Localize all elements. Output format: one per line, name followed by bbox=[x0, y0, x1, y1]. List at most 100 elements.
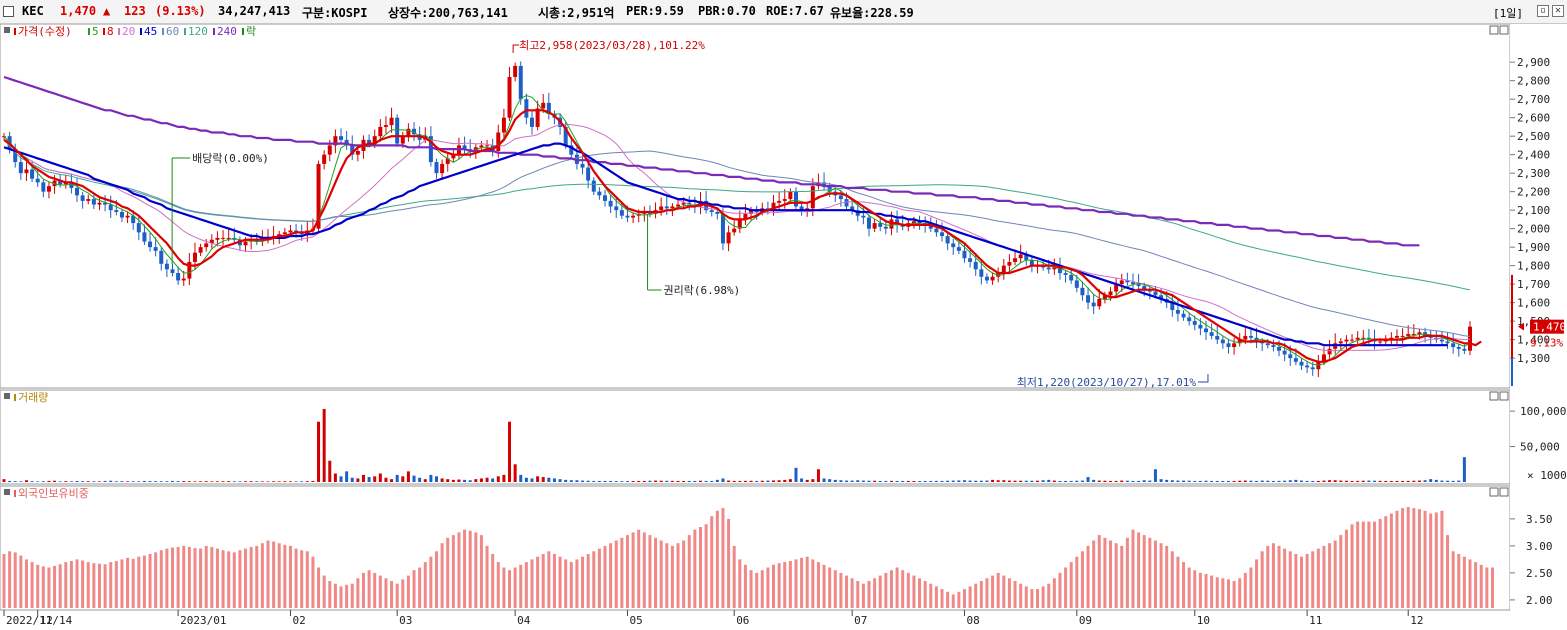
volume-bar bbox=[996, 480, 1000, 482]
foreign-ratio-bar bbox=[1182, 562, 1186, 608]
foreign-ratio-bar bbox=[839, 572, 843, 608]
foreign-ratio-bar bbox=[429, 556, 433, 608]
maximize-icon[interactable]: ▫ bbox=[1537, 5, 1549, 17]
foreign-ratio-bar bbox=[1479, 564, 1483, 608]
foreign-tick-label: 2.50 bbox=[1526, 567, 1553, 580]
panel-menu-icon[interactable] bbox=[4, 27, 10, 33]
candle-body bbox=[1175, 310, 1180, 314]
foreign-ratio-bar bbox=[232, 552, 236, 608]
price-tick-label: 2,500 bbox=[1517, 130, 1550, 143]
foreign-ratio-bar bbox=[390, 581, 394, 608]
volume-bar bbox=[878, 480, 882, 482]
volume-bar bbox=[845, 480, 849, 482]
foreign-ratio-bar bbox=[687, 535, 691, 608]
panel-close-icon[interactable] bbox=[1499, 25, 1509, 35]
volume-bar bbox=[929, 480, 933, 482]
foreign-ratio-bar bbox=[536, 556, 540, 608]
candle-body bbox=[603, 195, 608, 201]
volume-bar bbox=[1007, 480, 1011, 482]
candle-body bbox=[164, 263, 169, 270]
select-checkbox[interactable] bbox=[3, 6, 14, 17]
candle-body bbox=[732, 228, 737, 233]
volume-bar bbox=[592, 480, 596, 482]
listed-shares: 상장수:200,763,141 bbox=[388, 6, 508, 20]
foreign-ratio-bar bbox=[1373, 521, 1377, 608]
foreign-ratio-bar bbox=[1159, 543, 1163, 608]
close-icon[interactable]: ✕ bbox=[1552, 5, 1564, 17]
high-annotation: 최고2,958(2023/03/28),101.22% bbox=[519, 39, 705, 52]
candle-body bbox=[86, 199, 91, 201]
volume-bar bbox=[1024, 480, 1028, 482]
legend-label: 거래량 bbox=[18, 391, 48, 404]
candle-body bbox=[1057, 267, 1062, 274]
volume-bar bbox=[1429, 479, 1433, 482]
foreign-ratio-bar bbox=[1361, 521, 1365, 608]
legend-label: 120 bbox=[188, 25, 208, 38]
candle-body bbox=[119, 212, 124, 218]
volume-bar bbox=[760, 480, 764, 482]
volume-bar bbox=[631, 481, 635, 482]
foreign-panel-menu-icon[interactable] bbox=[4, 489, 10, 495]
volume-bar bbox=[485, 477, 489, 482]
volume-bar bbox=[165, 481, 169, 482]
foreign-ratio-bar bbox=[1109, 540, 1113, 608]
candle-body bbox=[743, 213, 748, 220]
volume-bar bbox=[1097, 480, 1101, 482]
foreign-ratio-bar bbox=[648, 535, 652, 608]
foreign-ratio-bar bbox=[923, 581, 927, 608]
volume-tick-label: 50,000 bbox=[1520, 441, 1560, 454]
foreign-ratio-bar bbox=[412, 570, 416, 608]
candle-body bbox=[1305, 365, 1310, 368]
foreign-panel-maximize-icon[interactable] bbox=[1489, 487, 1499, 497]
foreign-ratio-bar bbox=[1114, 543, 1118, 608]
volume-bar bbox=[805, 479, 809, 482]
volume-bar bbox=[496, 476, 500, 482]
foreign-ratio-bar bbox=[1198, 572, 1202, 608]
foreign-ratio-bar bbox=[991, 575, 995, 608]
foreign-panel-close-icon[interactable] bbox=[1499, 487, 1509, 497]
candle-body bbox=[1159, 295, 1164, 299]
candle-body bbox=[1468, 326, 1472, 351]
volume-bar bbox=[946, 480, 950, 482]
foreign-ratio-bar bbox=[850, 578, 854, 608]
candle-body bbox=[861, 215, 866, 218]
foreign-ratio-bar bbox=[148, 554, 152, 608]
candle-body bbox=[97, 202, 102, 205]
candle-body bbox=[979, 269, 984, 277]
candle-body bbox=[187, 261, 192, 279]
candle-body bbox=[440, 163, 445, 174]
volume-bar bbox=[788, 479, 792, 482]
foreign-ratio-bar bbox=[828, 567, 832, 608]
foreign-ratio-bar bbox=[755, 572, 759, 608]
candle-body bbox=[91, 199, 96, 205]
volume-panel-maximize-icon[interactable] bbox=[1489, 391, 1499, 401]
foreign-ratio-bar bbox=[564, 559, 568, 608]
high-annotation-arrow bbox=[512, 44, 520, 53]
panel-maximize-icon[interactable] bbox=[1489, 25, 1499, 35]
foreign-ratio-bar bbox=[1490, 567, 1494, 608]
foreign-ratio-bar bbox=[996, 572, 1000, 608]
foreign-ratio-bar bbox=[41, 566, 45, 608]
volume-bar bbox=[260, 481, 264, 482]
candle-body bbox=[1456, 347, 1461, 349]
volume-bar bbox=[1316, 480, 1320, 482]
candle-body bbox=[1052, 267, 1057, 270]
volume-bar bbox=[906, 480, 910, 482]
volume-bar bbox=[1294, 479, 1298, 482]
period-selector[interactable]: [1일] bbox=[1493, 7, 1523, 20]
foreign-ratio-bar bbox=[508, 570, 512, 608]
foreign-ratio-bar bbox=[788, 561, 792, 608]
candle-body bbox=[990, 276, 995, 281]
foreign-ratio-bar bbox=[1125, 537, 1129, 608]
foreign-ratio-bar bbox=[1305, 554, 1309, 608]
foreign-ratio-bar bbox=[884, 572, 888, 608]
foreign-ratio-bar bbox=[2, 554, 6, 608]
volume-bar bbox=[1226, 480, 1230, 482]
candle-body bbox=[1237, 339, 1242, 344]
volume-bar bbox=[1092, 479, 1096, 482]
volume-bar bbox=[109, 480, 113, 482]
volume-panel-close-icon[interactable] bbox=[1499, 391, 1509, 401]
foreign-ratio-bar bbox=[97, 563, 101, 608]
volume-bar bbox=[1120, 480, 1124, 482]
volume-panel-menu-icon[interactable] bbox=[4, 393, 10, 399]
